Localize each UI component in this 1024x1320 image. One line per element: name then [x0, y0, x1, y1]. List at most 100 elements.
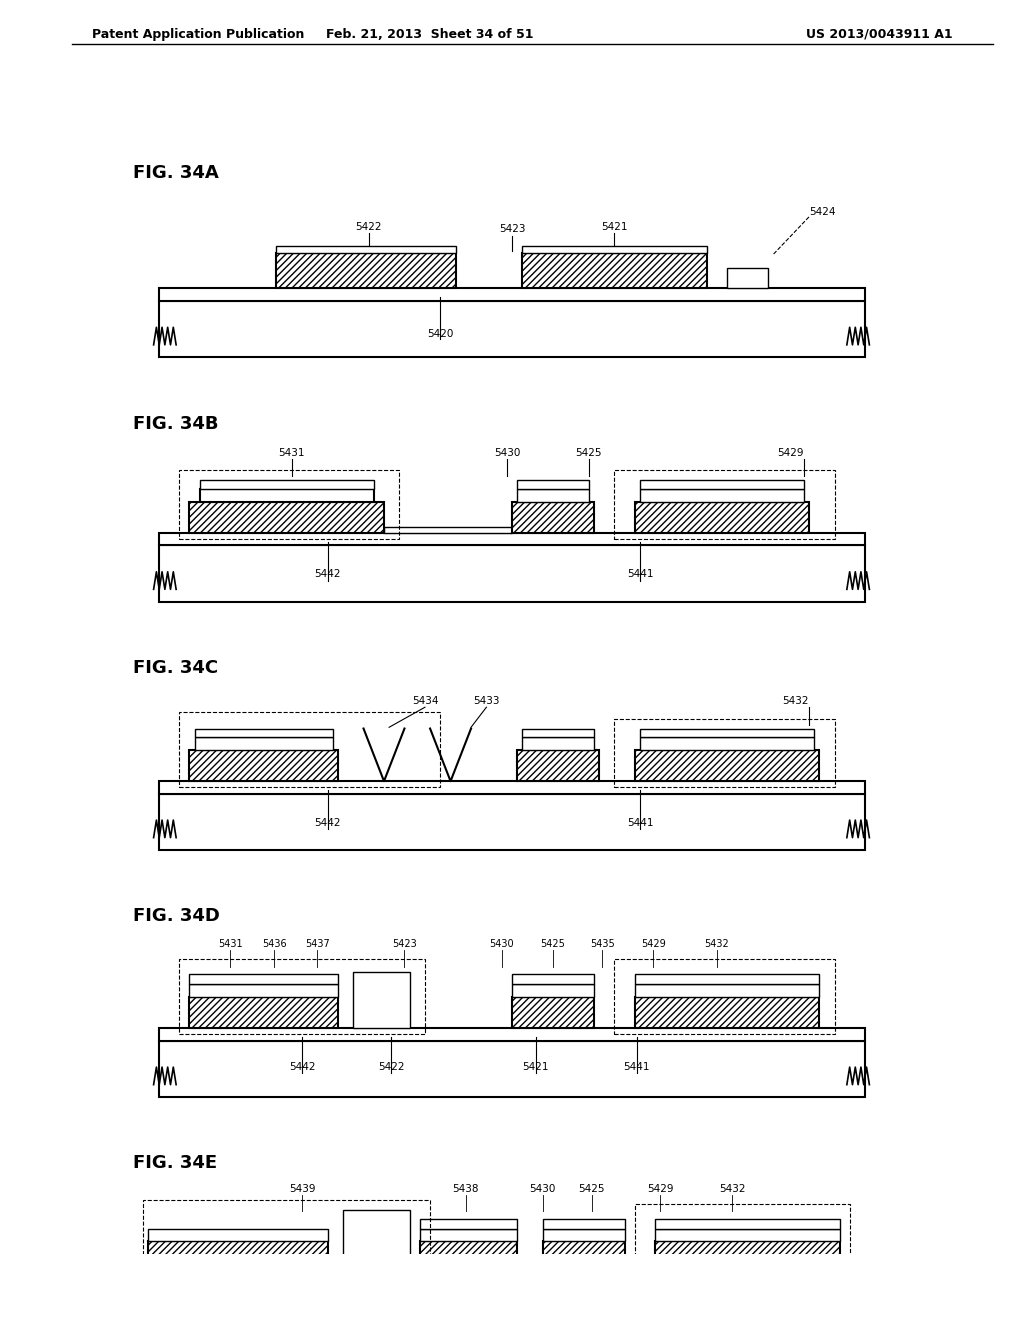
Text: 5432: 5432: [705, 940, 729, 949]
Bar: [420, 1218, 517, 1229]
Text: 5425: 5425: [575, 447, 602, 458]
Bar: [640, 738, 814, 750]
Bar: [614, 470, 835, 539]
Bar: [517, 750, 599, 781]
Bar: [384, 527, 512, 533]
Text: 5422: 5422: [355, 222, 382, 232]
Text: Patent Application Publication: Patent Application Publication: [92, 28, 304, 41]
Bar: [179, 713, 440, 788]
Bar: [522, 253, 707, 288]
Bar: [159, 288, 865, 301]
Text: 5442: 5442: [314, 817, 341, 828]
Text: 5432: 5432: [782, 696, 809, 706]
Text: 5430: 5430: [489, 940, 514, 949]
Bar: [179, 470, 399, 539]
Bar: [159, 545, 865, 602]
Text: 5432: 5432: [719, 1184, 745, 1193]
Bar: [635, 1204, 850, 1279]
Bar: [143, 1200, 430, 1288]
Text: 5431: 5431: [218, 940, 243, 949]
Text: 5421: 5421: [601, 222, 628, 232]
Text: 5429: 5429: [641, 940, 666, 949]
Bar: [159, 1040, 865, 1097]
Text: 5442: 5442: [289, 1063, 315, 1072]
Bar: [635, 985, 819, 997]
Bar: [189, 974, 338, 985]
Text: 5434: 5434: [412, 696, 438, 706]
Text: 5429: 5429: [777, 447, 804, 458]
Bar: [614, 960, 835, 1035]
Bar: [148, 1229, 328, 1241]
Bar: [655, 1229, 840, 1241]
Bar: [420, 1241, 517, 1272]
Bar: [159, 793, 865, 850]
Bar: [159, 301, 865, 358]
Bar: [353, 972, 410, 1028]
Text: 5442: 5442: [314, 569, 341, 579]
Bar: [640, 488, 804, 502]
Text: 5425: 5425: [579, 1184, 605, 1193]
Bar: [133, 1272, 881, 1286]
Text: FIG. 34B: FIG. 34B: [133, 414, 218, 433]
Text: 5439: 5439: [289, 1184, 315, 1193]
Text: 5424: 5424: [809, 207, 836, 216]
Bar: [635, 502, 809, 533]
Text: 5423: 5423: [392, 940, 417, 949]
Bar: [543, 1229, 625, 1241]
Text: FIG. 34C: FIG. 34C: [133, 659, 218, 677]
Bar: [420, 1229, 517, 1241]
Bar: [189, 985, 338, 997]
Bar: [655, 1218, 840, 1229]
Text: 5430: 5430: [494, 447, 520, 458]
Text: Feb. 21, 2013  Sheet 34 of 51: Feb. 21, 2013 Sheet 34 of 51: [327, 28, 534, 41]
Bar: [138, 1272, 338, 1280]
Bar: [517, 480, 589, 488]
Text: 5441: 5441: [624, 1063, 650, 1072]
Text: 5431: 5431: [279, 447, 305, 458]
Bar: [640, 480, 804, 488]
Text: FIG. 34E: FIG. 34E: [133, 1155, 217, 1172]
Bar: [635, 750, 819, 781]
Bar: [512, 997, 594, 1028]
Bar: [543, 1241, 625, 1272]
Bar: [179, 960, 425, 1035]
Bar: [512, 502, 594, 533]
Bar: [522, 246, 707, 253]
Bar: [200, 480, 374, 488]
Bar: [148, 1241, 328, 1272]
Bar: [517, 488, 589, 502]
Text: 5441: 5441: [627, 817, 653, 828]
Bar: [133, 1286, 881, 1320]
Text: 5420: 5420: [427, 329, 454, 338]
Bar: [159, 533, 865, 545]
Bar: [343, 1210, 410, 1272]
Bar: [522, 738, 594, 750]
Bar: [276, 246, 456, 253]
Text: FIG. 34D: FIG. 34D: [133, 907, 220, 925]
Bar: [635, 997, 819, 1028]
Bar: [189, 502, 384, 533]
Bar: [512, 985, 594, 997]
Text: 5441: 5441: [627, 569, 653, 579]
Text: 5435: 5435: [590, 940, 614, 949]
Bar: [640, 729, 814, 738]
Text: US 2013/0043911 A1: US 2013/0043911 A1: [806, 28, 952, 41]
Text: 5436: 5436: [262, 940, 287, 949]
Bar: [195, 729, 333, 738]
Bar: [512, 974, 594, 985]
Text: 5425: 5425: [541, 940, 565, 949]
Bar: [159, 781, 865, 793]
Bar: [543, 1218, 625, 1229]
Bar: [727, 268, 768, 288]
Text: 5437: 5437: [305, 940, 330, 949]
Bar: [200, 488, 374, 502]
Bar: [159, 1028, 865, 1040]
Text: 5422: 5422: [378, 1063, 404, 1072]
Text: 5430: 5430: [529, 1184, 556, 1193]
Bar: [614, 718, 835, 788]
Bar: [655, 1241, 840, 1272]
Text: 5423: 5423: [499, 224, 525, 235]
Bar: [189, 997, 338, 1028]
Text: 5429: 5429: [647, 1184, 674, 1193]
Bar: [522, 729, 594, 738]
